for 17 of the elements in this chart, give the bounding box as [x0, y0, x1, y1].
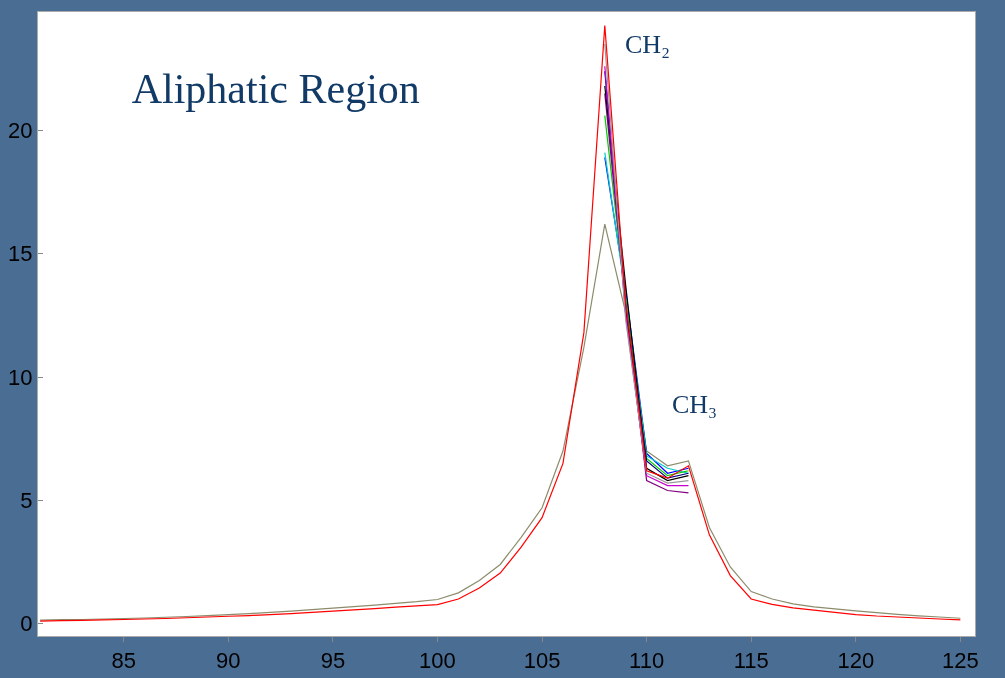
y-tick-label: 15 [8, 241, 33, 267]
annotation: CH₃ [672, 390, 718, 419]
x-tick-label: 110 [629, 648, 665, 674]
y-tick-label: 5 [20, 488, 33, 514]
x-tick-label: 90 [216, 648, 241, 674]
x-tick-label: 95 [320, 648, 346, 674]
y-tick-label: 0 [20, 611, 33, 637]
x-tick-label: 115 [733, 648, 769, 674]
x-tick-label: 100 [419, 648, 456, 674]
x-tick-label: 85 [111, 648, 136, 674]
x-tick-label: 105 [523, 648, 561, 674]
y-tick-label: 10 [8, 364, 33, 390]
annotation: CH₂ [625, 30, 671, 59]
x-tick-label: 125 [942, 648, 979, 674]
x-tick-label: 120 [837, 648, 875, 674]
text: Aliphatic Region [131, 65, 420, 112]
y-tick-label: 20 [8, 118, 33, 144]
